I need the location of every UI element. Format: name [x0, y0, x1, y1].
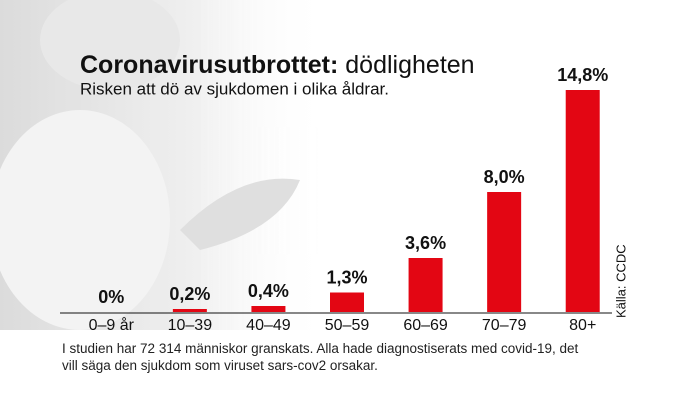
- x-tick-label: 60–69: [403, 317, 448, 334]
- x-tick-label: 50–59: [325, 317, 370, 334]
- source: Källa: CCDC: [613, 244, 628, 318]
- bar: [487, 192, 522, 312]
- value-label: 0,4%: [248, 281, 289, 301]
- note: I studien har 72 314 människor granskats…: [62, 341, 579, 373]
- bar: [251, 306, 286, 312]
- value-label: 3,6%: [405, 233, 446, 253]
- bar: [330, 292, 364, 312]
- bar: [172, 309, 207, 312]
- value-label: 8,0%: [484, 167, 525, 187]
- value-label: 0%: [98, 287, 124, 307]
- x-tick-label: 40–49: [246, 317, 291, 334]
- x-tick-label: 0–9 år: [89, 316, 135, 334]
- value-label: 1,3%: [326, 267, 367, 287]
- value-label: 0,2%: [169, 284, 210, 304]
- bar: [565, 90, 600, 312]
- x-tick-label: 70–79: [482, 317, 527, 334]
- chart-subtitle: Risken att dö av sjukdomen i olika åldra…: [80, 79, 389, 98]
- background-photo: [0, 0, 330, 330]
- title-lead: Coronavirusutbrottet:: [80, 51, 338, 79]
- bar: [408, 258, 443, 312]
- x-tick-label: 80+: [569, 317, 596, 334]
- value-label: 14,8%: [557, 65, 608, 85]
- x-tick-label: 10–39: [168, 317, 213, 334]
- title-rest: dödligheten: [345, 51, 474, 79]
- chart-title: Coronavirusutbrottet: dödligheten: [80, 51, 475, 79]
